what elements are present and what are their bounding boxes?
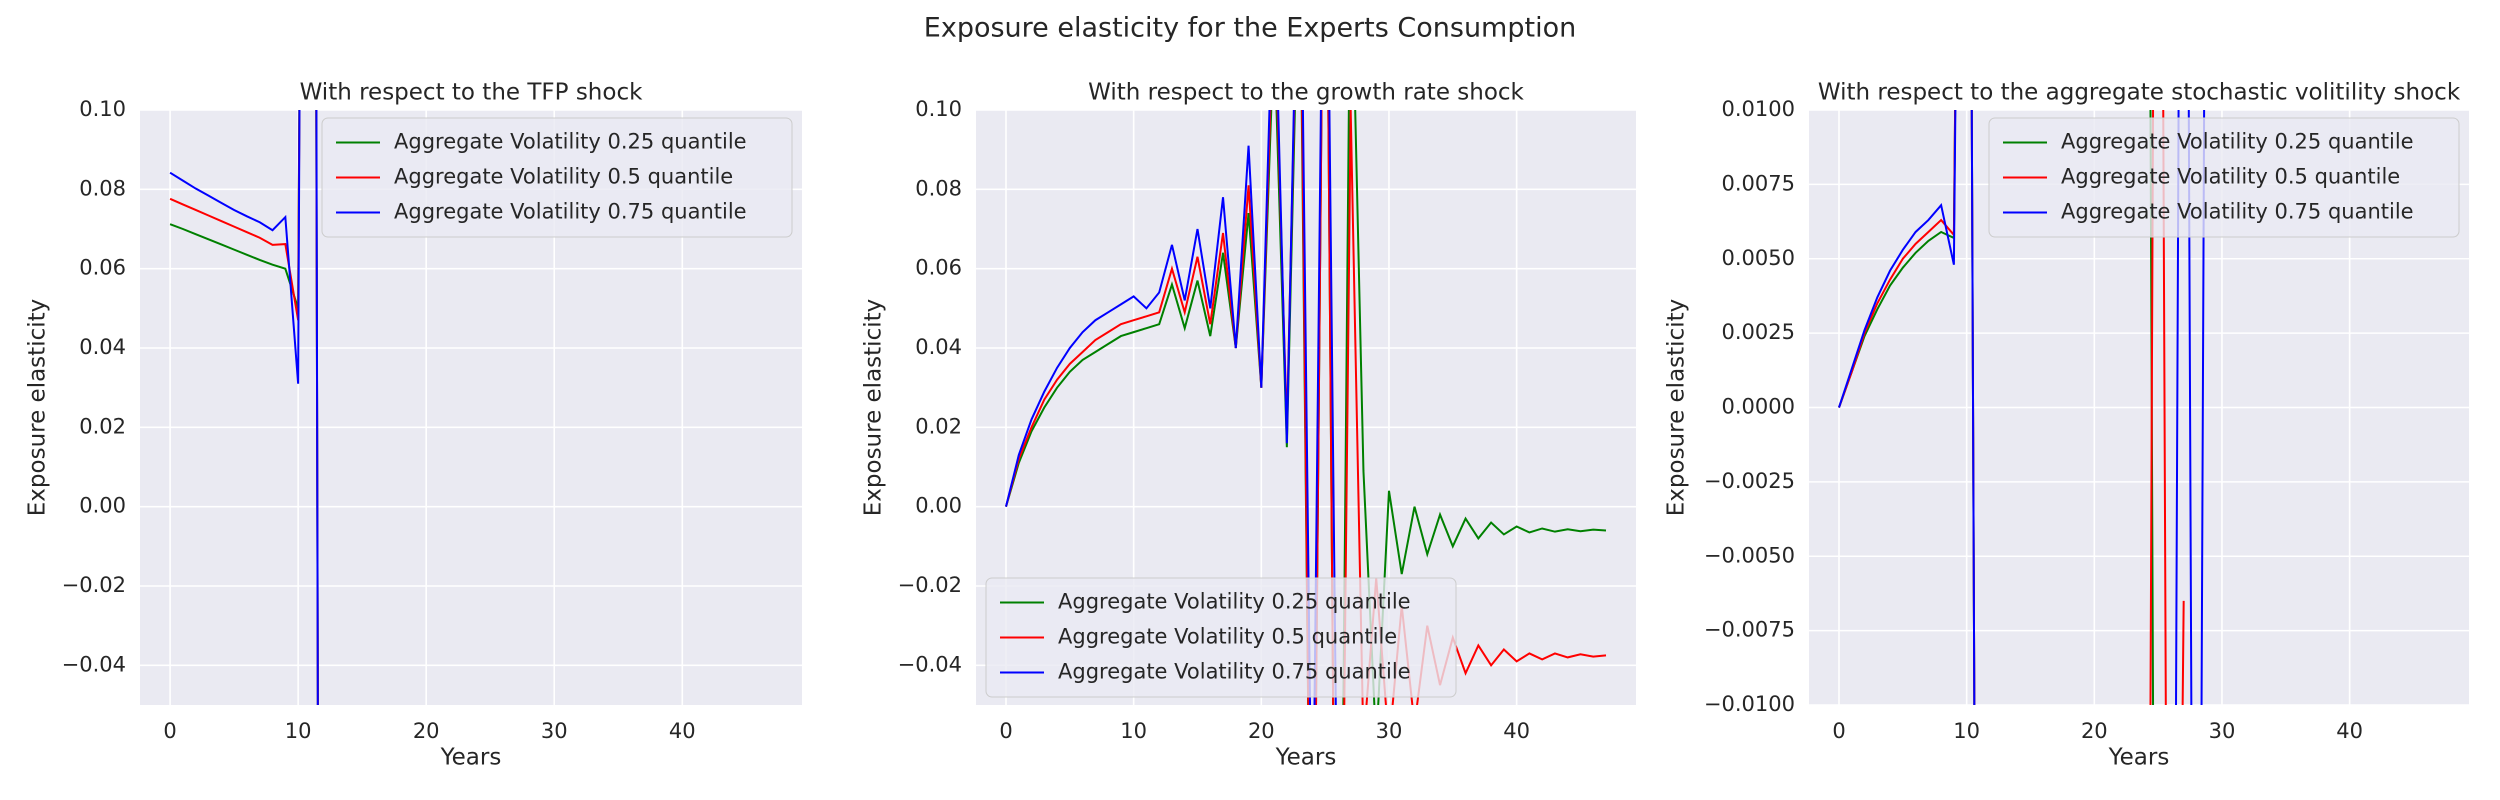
x-tick-label: 40 (1503, 719, 1530, 743)
legend-box (1988, 117, 2460, 238)
legend-label: Aggregate Volatility 0.75 quantile (1058, 660, 1411, 684)
y-tick-label: 0.02 (79, 414, 126, 438)
y-tick-label: −0.0050 (1704, 543, 1795, 567)
y-tick-label: 0.02 (915, 414, 962, 438)
y-tick-label: 0.10 (915, 97, 962, 121)
x-axis-label: Years (1275, 745, 1337, 771)
subplot: 0 10 20 30 40 −0.04 −0.02 0.00 0.02 0.04 0.06 0.08 0… (861, 80, 1636, 771)
x-tick-label: 10 (1953, 719, 1980, 743)
y-axis-label: Exposure elasticity (861, 299, 887, 516)
subplot: 0 10 20 30 40 −0.0100 −0.0075 −0.0050 −0.0025 0.0… (1664, 80, 2469, 771)
subplot-title: With respect to the TFP shock (300, 80, 644, 106)
legend-box (985, 577, 1457, 698)
y-tick-label: −0.02 (62, 573, 126, 597)
y-tick-label: 0.00 (79, 494, 126, 518)
plot-lines (169, 110, 319, 705)
y-tick-label: 0.10 (79, 97, 126, 121)
legend-label: Aggregate Volatility 0.75 quantile (394, 200, 747, 224)
x-tick-label: 0 (999, 719, 1012, 743)
y-tick-label: −0.04 (62, 652, 126, 676)
x-tick-label: 30 (541, 719, 568, 743)
y-tick-label: −0.0025 (1704, 469, 1795, 493)
legend-label: Aggregate Volatility 0.5 quantile (394, 165, 733, 189)
y-axis-label: Exposure elasticity (1664, 299, 1690, 516)
x-tick-label: 0 (163, 719, 176, 743)
y-tick-label: 0.0025 (1722, 320, 1795, 344)
y-tick-label: −0.0075 (1704, 618, 1795, 642)
y-tick-label: 0.08 (915, 176, 962, 200)
x-tick-label: 20 (1248, 719, 1275, 743)
x-tick-label: 10 (285, 719, 312, 743)
y-axis-label: Exposure elasticity (25, 299, 51, 516)
y-tick-label: −0.0100 (1704, 692, 1795, 716)
x-tick-label: 0 (1832, 719, 1845, 743)
y-tick-label: −0.02 (898, 573, 962, 597)
x-tick-label: 10 (1120, 719, 1147, 743)
y-tick-label: 0.0075 (1722, 171, 1795, 195)
series-line (169, 110, 319, 705)
x-tick-label: 20 (2081, 719, 2108, 743)
y-tick-label: 0.04 (79, 335, 126, 359)
legend-label: Aggregate Volatility 0.75 quantile (2061, 200, 2414, 224)
legend: Aggregate Volatility 0.25 quantile Aggreg… (1988, 117, 2460, 238)
y-tick-label: 0.08 (79, 176, 126, 200)
y-tick-label: 0.0000 (1722, 395, 1795, 419)
y-tick-label: −0.04 (898, 652, 962, 676)
subplot: 0 10 20 30 40 −0.04 −0.02 0.00 0.02 0.04 0.06 0.08 0… (25, 80, 802, 771)
plot-lines (1005, 110, 1607, 705)
legend-box (321, 117, 793, 238)
series-line (1838, 110, 2206, 705)
y-tick-label: 0.0100 (1722, 97, 1795, 121)
y-tick-label: 0.04 (915, 335, 962, 359)
y-tick-label: 0.0050 (1722, 246, 1795, 270)
x-tick-label: 40 (669, 719, 696, 743)
legend: Aggregate Volatility 0.25 quantile Aggreg… (321, 117, 793, 238)
plot-lines (1838, 110, 2206, 705)
legend-label: Aggregate Volatility 0.25 quantile (2061, 130, 2414, 154)
y-tick-label: 0.00 (915, 494, 962, 518)
y-tick-label: 0.06 (915, 256, 962, 280)
series-line (1005, 110, 1337, 705)
legend-label: Aggregate Volatility 0.25 quantile (1058, 590, 1411, 614)
x-tick-label: 20 (413, 719, 440, 743)
x-axis-label: Years (2108, 745, 2170, 771)
series-line (1005, 110, 1607, 705)
x-tick-label: 30 (1376, 719, 1403, 743)
legend: Aggregate Volatility 0.25 quantile Aggreg… (985, 577, 1457, 698)
x-axis-label: Years (440, 745, 502, 771)
legend-label: Aggregate Volatility 0.5 quantile (1058, 625, 1397, 649)
y-tick-label: 0.06 (79, 256, 126, 280)
subplot-title: With respect to the growth rate shock (1088, 80, 1524, 106)
x-tick-label: 30 (2209, 719, 2236, 743)
legend-label: Aggregate Volatility 0.5 quantile (2061, 165, 2400, 189)
figure-title: Exposure elasticity for the Experts Cons… (924, 13, 1576, 44)
subplot-title: With respect to the aggregate stochastic… (1818, 80, 2461, 106)
x-tick-label: 40 (2336, 719, 2363, 743)
legend-label: Aggregate Volatility 0.25 quantile (394, 130, 747, 154)
